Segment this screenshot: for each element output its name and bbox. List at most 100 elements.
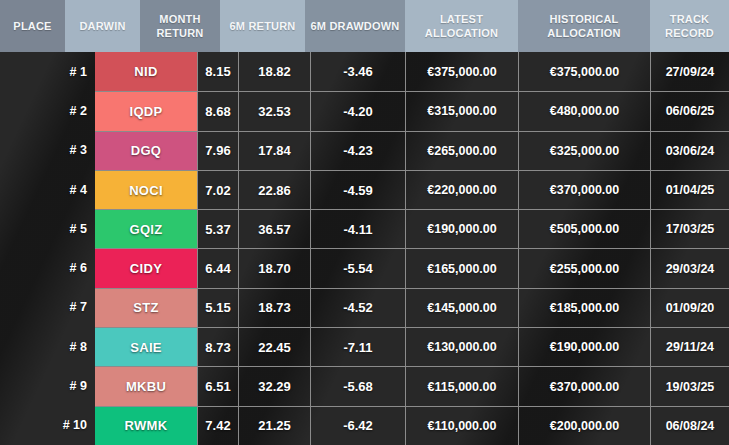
six-month-drawdown-cell: -4.11 [310,209,405,248]
darwin-badge[interactable]: NID [95,52,197,91]
table-row[interactable]: # 5 GQIZ 5.37 36.57 -4.11 €190,000.00 €5… [0,209,729,248]
historical-allocation-cell: €325,000.00 [518,131,650,170]
column-header-six_m_return: 6M RETURN [220,0,305,52]
track-record-cell: 06/08/24 [650,406,729,445]
month-return-cell: 8.15 [197,52,238,91]
table-row[interactable]: # 7 STZ 5.15 18.73 -4.52 €145,000.00 €18… [0,288,729,327]
six-month-return-cell: 32.29 [238,366,310,405]
column-header-darwin: DARWIN [65,0,140,52]
six-month-drawdown-cell: -7.11 [310,327,405,366]
darwin-badge[interactable]: MKBU [95,366,197,405]
historical-allocation-cell: €370,000.00 [518,366,650,405]
track-record-cell: 17/03/25 [650,209,729,248]
six-month-return-cell: 18.70 [238,248,310,287]
darwin-badge[interactable]: DGQ [95,131,197,170]
track-record-cell: 29/11/24 [650,327,729,366]
six-month-return-cell: 22.45 [238,327,310,366]
track-record-cell: 03/06/24 [650,131,729,170]
historical-allocation-cell: €190,000.00 [518,327,650,366]
latest-allocation-cell: €220,000.00 [405,170,518,209]
darwin-badge[interactable]: RWMK [95,406,197,445]
table-row[interactable]: # 8 SAIE 8.73 22.45 -7.11 €130,000.00 €1… [0,327,729,366]
track-record-cell: 19/03/25 [650,366,729,405]
six-month-return-cell: 18.82 [238,52,310,91]
column-header-historical_allocation: HISTORICAL ALLOCATION [518,0,650,52]
place-cell: # 4 [0,170,95,209]
place-cell: # 8 [0,327,95,366]
track-record-cell: 01/09/20 [650,288,729,327]
historical-allocation-cell: €375,000.00 [518,52,650,91]
six-month-return-cell: 17.84 [238,131,310,170]
month-return-cell: 5.37 [197,209,238,248]
six-month-drawdown-cell: -6.42 [310,406,405,445]
six-month-drawdown-cell: -5.54 [310,248,405,287]
historical-allocation-cell: €255,000.00 [518,248,650,287]
darwin-badge[interactable]: STZ [95,288,197,327]
place-cell: # 5 [0,209,95,248]
historical-allocation-cell: €370,000.00 [518,170,650,209]
six-month-drawdown-cell: -4.23 [310,131,405,170]
six-month-drawdown-cell: -4.20 [310,91,405,130]
darwin-leaderboard: PLACEDARWINMONTH RETURN6M RETURN6M DRAWD… [0,0,729,445]
darwin-badge[interactable]: IQDP [95,91,197,130]
column-header-track_record: TRACK RECORD [650,0,729,52]
month-return-cell: 7.02 [197,170,238,209]
table-row[interactable]: # 1 NID 8.15 18.82 -3.46 €375,000.00 €37… [0,52,729,91]
track-record-cell: 29/03/24 [650,248,729,287]
month-return-cell: 5.15 [197,288,238,327]
table-header-row: PLACEDARWINMONTH RETURN6M RETURN6M DRAWD… [0,0,729,52]
place-cell: # 7 [0,288,95,327]
month-return-cell: 8.68 [197,91,238,130]
month-return-cell: 7.42 [197,406,238,445]
table-row[interactable]: # 4 NOCI 7.02 22.86 -4.59 €220,000.00 €3… [0,170,729,209]
latest-allocation-cell: €265,000.00 [405,131,518,170]
table-row[interactable]: # 2 IQDP 8.68 32.53 -4.20 €315,000.00 €4… [0,91,729,130]
table-row[interactable]: # 3 DGQ 7.96 17.84 -4.23 €265,000.00 €32… [0,131,729,170]
historical-allocation-cell: €200,000.00 [518,406,650,445]
latest-allocation-cell: €115,000.00 [405,366,518,405]
table-row[interactable]: # 9 MKBU 6.51 32.29 -5.68 €115,000.00 €3… [0,366,729,405]
track-record-cell: 06/06/25 [650,91,729,130]
six-month-drawdown-cell: -3.46 [310,52,405,91]
track-record-cell: 27/09/24 [650,52,729,91]
historical-allocation-cell: €480,000.00 [518,91,650,130]
latest-allocation-cell: €165,000.00 [405,248,518,287]
six-month-return-cell: 21.25 [238,406,310,445]
table-body: # 1 NID 8.15 18.82 -3.46 €375,000.00 €37… [0,52,729,445]
darwin-badge[interactable]: SAIE [95,327,197,366]
column-header-latest_allocation: LATEST ALLOCATION [405,0,518,52]
place-cell: # 10 [0,406,95,445]
column-header-place: PLACE [0,0,65,52]
latest-allocation-cell: €375,000.00 [405,52,518,91]
six-month-return-cell: 32.53 [238,91,310,130]
six-month-drawdown-cell: -5.68 [310,366,405,405]
place-cell: # 6 [0,248,95,287]
latest-allocation-cell: €110,000.00 [405,406,518,445]
table-row[interactable]: # 10 RWMK 7.42 21.25 -6.42 €110,000.00 €… [0,406,729,445]
darwin-badge[interactable]: NOCI [95,170,197,209]
six-month-return-cell: 36.57 [238,209,310,248]
place-cell: # 2 [0,91,95,130]
table-row[interactable]: # 6 CIDY 6.44 18.70 -5.54 €165,000.00 €2… [0,248,729,287]
month-return-cell: 7.96 [197,131,238,170]
latest-allocation-cell: €145,000.00 [405,288,518,327]
track-record-cell: 01/04/25 [650,170,729,209]
historical-allocation-cell: €185,000.00 [518,288,650,327]
month-return-cell: 6.44 [197,248,238,287]
darwin-badge[interactable]: GQIZ [95,209,197,248]
historical-allocation-cell: €505,000.00 [518,209,650,248]
place-cell: # 9 [0,366,95,405]
six-month-drawdown-cell: -4.59 [310,170,405,209]
month-return-cell: 8.73 [197,327,238,366]
month-return-cell: 6.51 [197,366,238,405]
six-month-drawdown-cell: -4.52 [310,288,405,327]
six-month-return-cell: 22.86 [238,170,310,209]
latest-allocation-cell: €190,000.00 [405,209,518,248]
latest-allocation-cell: €315,000.00 [405,91,518,130]
place-cell: # 1 [0,52,95,91]
column-header-six_m_drawdown: 6M DRAWDOWN [305,0,405,52]
place-cell: # 3 [0,131,95,170]
six-month-return-cell: 18.73 [238,288,310,327]
darwin-badge[interactable]: CIDY [95,248,197,287]
column-header-month_return: MONTH RETURN [140,0,220,52]
